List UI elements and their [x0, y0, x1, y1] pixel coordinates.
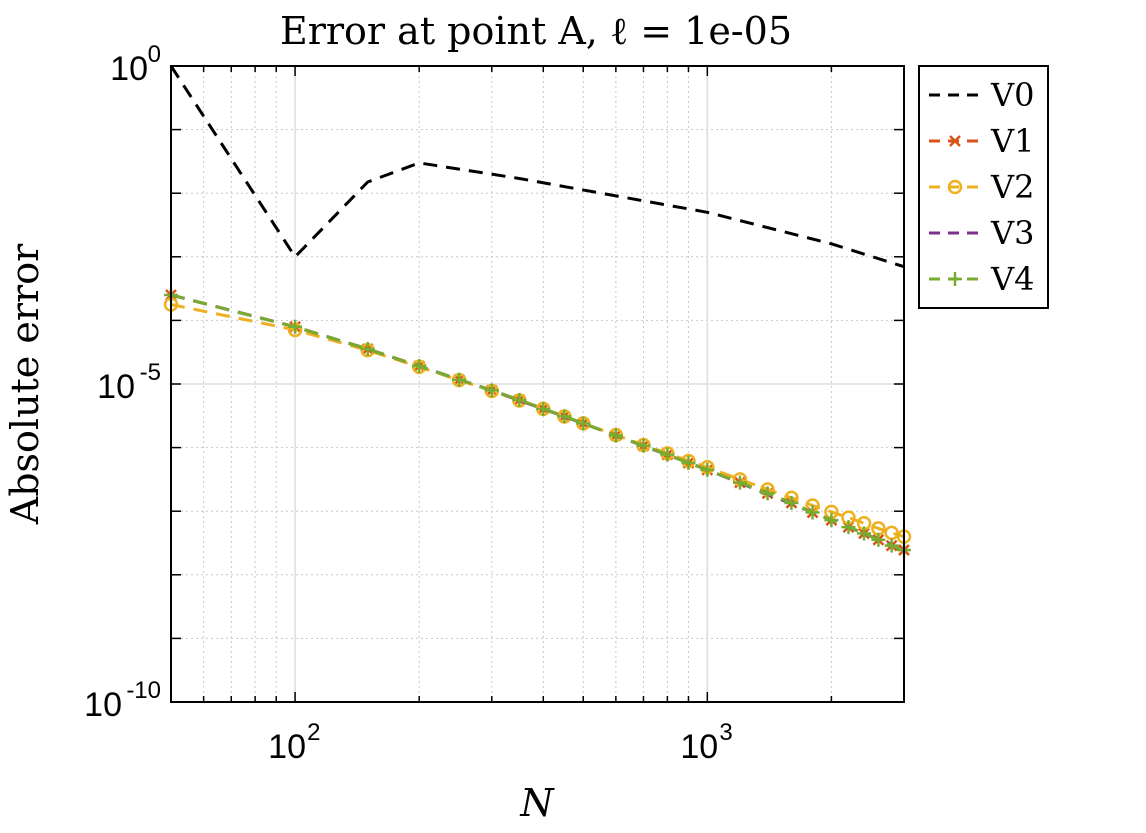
legend-item-v1: V1 [929, 122, 1034, 160]
data-point-v4 [636, 438, 651, 453]
x-tick-exponent: 2 [307, 719, 320, 746]
series-v0 [169, 65, 905, 269]
x-tick-label: 10 [268, 728, 306, 766]
legend-item-v4: V4 [929, 260, 1034, 298]
data-point-v4 [805, 505, 820, 520]
x-axis: 10 2 10 3 [170, 66, 905, 766]
legend-marker-v2 [947, 179, 963, 195]
data-point-v4 [360, 342, 375, 357]
legend-marker-v1 [949, 135, 961, 147]
data-point-v4 [536, 401, 551, 416]
data-point-v4 [841, 520, 856, 535]
data-point-v4 [784, 495, 799, 510]
data-point-v4 [660, 447, 675, 462]
data-point-v4 [452, 372, 467, 387]
legend-label-v1: V1 [990, 122, 1034, 160]
data-point-v4 [484, 383, 499, 398]
y-tick-label: 10 [97, 368, 135, 406]
series-v4 [164, 287, 911, 558]
data-point-v4 [288, 319, 303, 334]
chart-title: Error at point A, ℓ = 1e-05 [280, 9, 792, 53]
data-point-v4 [512, 392, 527, 407]
data-point-v4 [884, 538, 899, 553]
series-layer [163, 65, 912, 558]
data-point-v4 [412, 359, 427, 374]
data-point-v4 [871, 532, 886, 547]
legend: V0 V1 V2 V3 V4 [918, 65, 1049, 309]
data-point-v4 [608, 428, 623, 443]
legend-label-v2: V2 [990, 168, 1034, 206]
data-point-v4 [700, 462, 715, 477]
data-point-v4 [857, 526, 872, 541]
data-point-v4 [732, 475, 747, 490]
x-tick-exponent: 3 [719, 719, 732, 746]
minor-grid [170, 66, 905, 702]
series-line-v0 [169, 65, 905, 269]
data-point-v4 [576, 416, 591, 431]
data-point-v4 [760, 486, 775, 501]
legend-label-v3: V3 [990, 214, 1034, 252]
y-tick-label: 10 [110, 50, 148, 88]
y-axis-label: Absolute error [3, 243, 47, 525]
legend-marker-v4 [948, 272, 962, 286]
legend-item-v0: V0 [929, 76, 1034, 114]
y-tick-exponent: -5 [140, 359, 161, 386]
legend-item-v3: V3 [929, 214, 1034, 252]
y-tick-exponent: 0 [148, 41, 161, 68]
legend-item-v2: V2 [929, 168, 1034, 206]
legend-label-v0: V0 [990, 76, 1034, 114]
legend-label-v4: V4 [990, 260, 1034, 298]
data-point-v4 [681, 455, 696, 470]
x-axis-label: N [519, 781, 555, 825]
y-tick-exponent: -10 [126, 677, 161, 704]
data-point-v4 [557, 409, 572, 424]
legend-box [918, 65, 1049, 309]
y-tick-label: 10 [84, 686, 122, 724]
data-point-v4 [824, 513, 839, 528]
x-tick-label: 10 [680, 728, 718, 766]
